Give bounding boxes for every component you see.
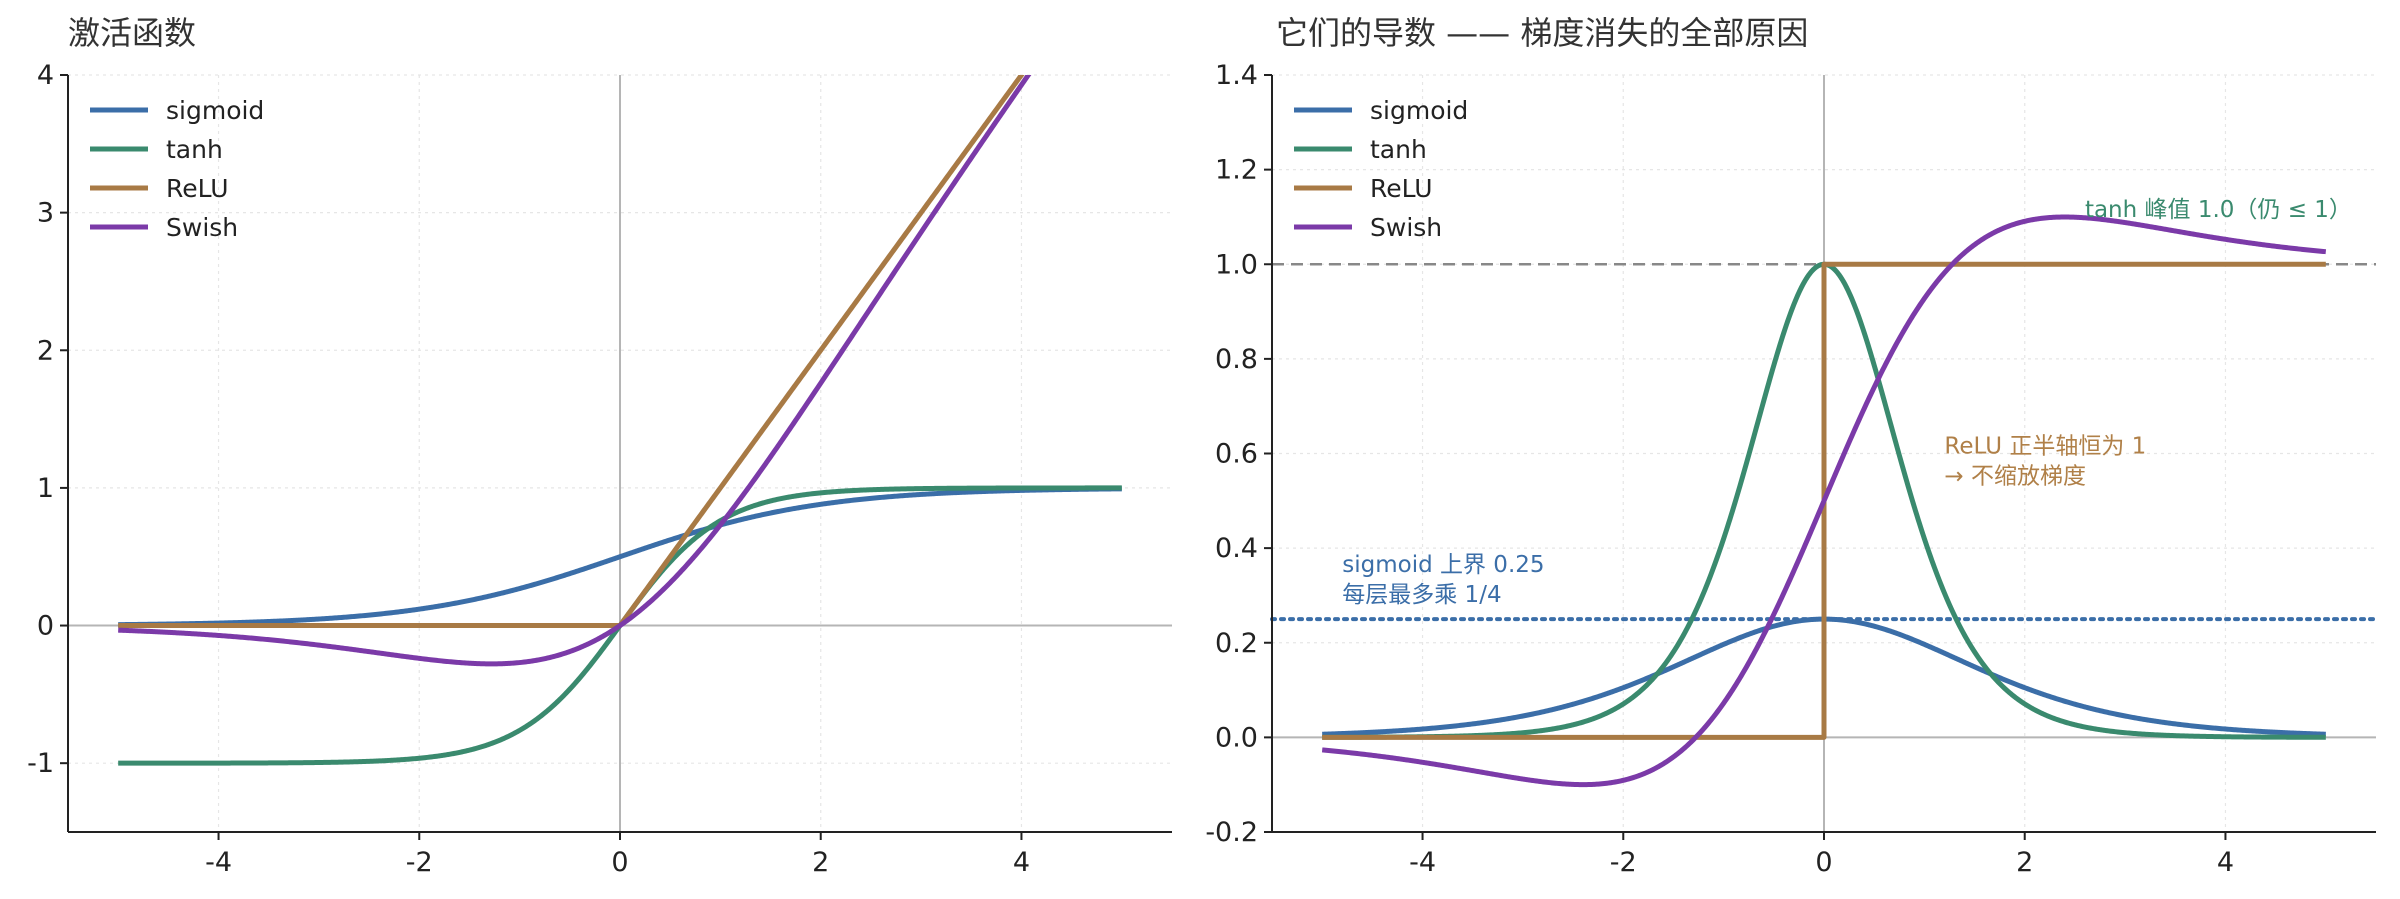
x-tick-label: 0 (1815, 847, 1832, 878)
x-tick-label: 4 (2217, 847, 2234, 878)
y-tick-label: 3 (37, 198, 54, 229)
y-tick-label: 2 (37, 335, 54, 366)
x-tick-label: -2 (1610, 847, 1637, 878)
annotation-2-line-1: ReLU 正半轴恒为 1 (1944, 434, 2146, 460)
series-group (1320, 214, 2328, 788)
x-tick-label: 2 (2016, 847, 2033, 878)
y-tick-label: 1.2 (1215, 155, 1258, 186)
x-tick-label: -4 (205, 847, 232, 878)
chart-title: 它们的导数 —— 梯度消失的全部原因 (1276, 14, 1808, 52)
annotation-3-line-1: sigmoid 上界 0.25 (1342, 552, 1544, 578)
y-tick-label: 0.4 (1215, 533, 1258, 564)
x-tick-label: 2 (812, 847, 829, 878)
series-line-swish (1320, 214, 2328, 788)
legend: sigmoid tanh ReLU Swish (1294, 96, 1468, 242)
series-line-swish (116, 75, 1032, 667)
y-tick-label: 0.0 (1215, 722, 1258, 753)
y-tick-label: 1.0 (1215, 249, 1258, 280)
x-tick-label: -2 (406, 847, 433, 878)
series-line-sigmoid (116, 486, 1124, 628)
legend-label-tanh: tanh (166, 135, 223, 164)
legend-label-relu: ReLU (166, 174, 229, 203)
chart-title: 激活函数 (68, 14, 196, 52)
legend: sigmoid tanh ReLU Swish (90, 96, 264, 242)
y-tick-label: 1 (37, 473, 54, 504)
legend-label-swish: Swish (1370, 213, 1442, 242)
annotation-3-line-2: 每层最多乘 1/4 (1342, 582, 1501, 608)
y-tick-label: 1.4 (1215, 60, 1258, 91)
legend-label-sigmoid: sigmoid (1370, 96, 1468, 125)
legend-label-swish: Swish (166, 213, 238, 242)
legend-label-tanh: tanh (1370, 135, 1427, 164)
x-tick-label: 0 (611, 847, 628, 878)
y-tick-label: -1 (27, 748, 54, 779)
legend-label-relu: ReLU (1370, 174, 1433, 203)
y-tick-label: 0.8 (1215, 344, 1258, 375)
y-tick-label: 0.2 (1215, 628, 1258, 659)
series-group (116, 75, 1124, 766)
y-tick-label: -0.2 (1205, 817, 1258, 848)
chart-panel-1: -4 -2 0 2 4 -1 0 1 2 3 4 激活函数 sigmoid tanh ReLU Swish (27, 14, 1172, 878)
annotation-2-line-2: → 不缩放梯度 (1944, 464, 2086, 490)
annotation-1-line-1: tanh 峰值 1.0（仍 ≤ 1） (2085, 197, 2352, 223)
y-tick-label: 4 (37, 60, 54, 91)
chart-panel-2: -4 -2 0 2 4 -0.2 0.0 0.2 0.4 0.6 0.8 1.0 1.2 1.4 它们的导数… (1205, 14, 2378, 878)
x-tick-label: 4 (1013, 847, 1030, 878)
y-tick-label: 0.6 (1215, 439, 1258, 470)
y-tick-label: 0 (37, 611, 54, 642)
x-tick-label: -4 (1409, 847, 1436, 878)
legend-label-sigmoid: sigmoid (166, 96, 264, 125)
